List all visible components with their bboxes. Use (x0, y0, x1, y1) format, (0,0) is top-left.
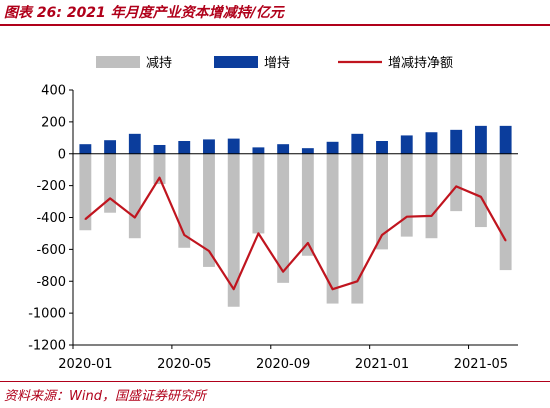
footer-rule (0, 381, 550, 382)
net-point (307, 242, 309, 244)
legend-label-reduce: 减持 (146, 56, 172, 71)
y-tick-label: -600 (36, 243, 66, 258)
net-point (208, 250, 210, 252)
net-point (109, 197, 111, 200)
title-rule (0, 24, 550, 26)
reduce-bar (277, 153, 290, 283)
reduce-bar (499, 153, 512, 271)
legend: 减持 增持 增减持净额 (96, 56, 453, 71)
increase-bar (326, 141, 339, 154)
legend-swatch-increase (214, 56, 258, 68)
source-note: 资料来源：Wind，国盛证券研究所 (4, 389, 206, 404)
net-point (331, 288, 334, 291)
legend-label-increase: 增持 (264, 56, 290, 71)
chart-title: 图表 26: 2021 年月度产业资本增减持/亿元 (4, 5, 284, 21)
increase-bar (227, 138, 240, 154)
reduce-bar (252, 153, 265, 234)
increase-bar (351, 133, 364, 154)
net-line-series (84, 176, 507, 291)
reduce-bar (351, 153, 364, 304)
increase-bar (400, 135, 413, 154)
reduce-bar (474, 153, 487, 228)
net-point (134, 216, 136, 219)
net-point (405, 215, 408, 218)
x-tick-label: 2020-05 (157, 357, 211, 372)
net-point (183, 234, 186, 236)
increase-bar (425, 132, 438, 154)
increase-bar (128, 133, 141, 154)
net-point (504, 239, 507, 242)
reduce-bar (79, 153, 92, 231)
increase-bars (79, 125, 512, 154)
net-line (84, 176, 507, 291)
y-tick-label: -800 (36, 275, 66, 290)
reduce-bar (450, 153, 463, 212)
y-tick-label: 0 (58, 147, 66, 162)
reduce-bar (326, 153, 339, 304)
x-tick-label: 2021-01 (355, 357, 409, 372)
increase-bar (301, 148, 314, 154)
reduce-bar (400, 153, 413, 237)
increase-bar (203, 139, 215, 154)
increase-bar (277, 144, 290, 154)
increase-bar (499, 125, 512, 154)
y-tick-label: -1200 (28, 339, 66, 354)
x-tick-label: 2020-01 (58, 357, 112, 372)
net-point (257, 232, 260, 235)
net-point (232, 288, 235, 291)
axes: 400 200 0 -200 -400 -600 -800 -1000 -1200 2020-01… (28, 84, 518, 372)
increase-bar (178, 141, 191, 154)
net-point (282, 270, 284, 273)
x-tick-label: 2021-05 (454, 357, 508, 372)
reduce-bar (227, 153, 240, 307)
net-point (84, 218, 87, 220)
increase-bar (104, 140, 117, 154)
y-tick-label: 200 (41, 115, 66, 130)
net-point (430, 215, 433, 217)
increase-bar (450, 129, 463, 154)
reduce-bar (301, 153, 314, 256)
legend-label-net: 增减持净额 (388, 56, 453, 71)
increase-bar (376, 141, 388, 154)
x-tick-label: 2020-09 (256, 357, 310, 372)
reduce-bar (203, 153, 215, 267)
reduce-bars (79, 153, 512, 307)
increase-bar (474, 125, 487, 154)
reduce-bar (128, 153, 141, 239)
net-point (158, 176, 161, 179)
reduce-bar (153, 153, 166, 185)
net-point (381, 234, 383, 236)
net-point (356, 280, 359, 283)
y-tick-label: -1000 (28, 307, 66, 322)
reduce-bar (425, 153, 438, 239)
net-point (480, 195, 482, 198)
y-tick-label: -200 (36, 179, 66, 194)
increase-bar (79, 144, 92, 154)
y-tick-label: -400 (36, 211, 66, 226)
increase-bar (252, 147, 265, 154)
legend-swatch-reduce (96, 56, 140, 68)
reduce-bar (376, 153, 388, 250)
y-tick-label: 400 (41, 84, 66, 99)
increase-bar (153, 144, 166, 154)
net-point (455, 185, 457, 188)
reduce-bar (178, 153, 191, 248)
reduce-bar (104, 153, 117, 213)
